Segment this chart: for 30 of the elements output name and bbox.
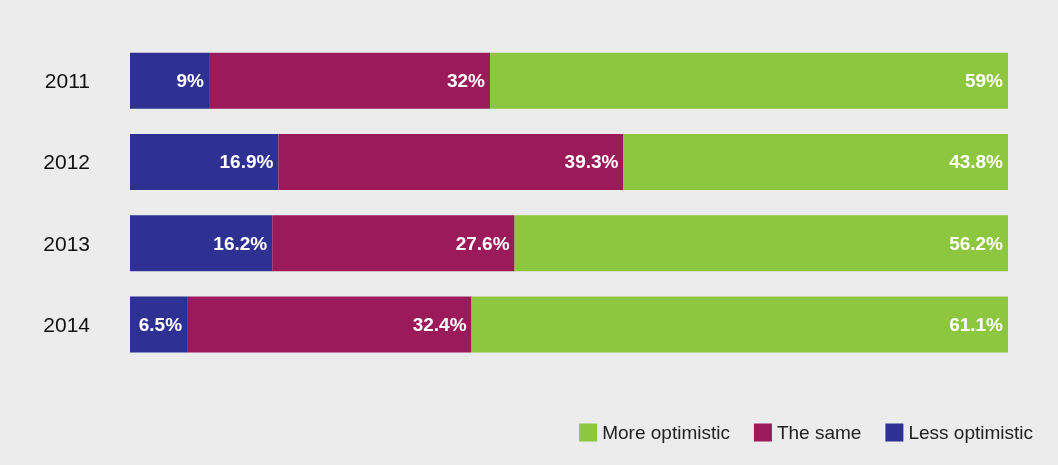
data-label: 56.2% <box>949 232 1004 254</box>
data-label: 16.2% <box>213 232 268 254</box>
bar <box>489 52 1008 109</box>
bar <box>278 133 624 190</box>
data-label: 27.6% <box>455 232 510 254</box>
y-tick-label: 2014 <box>43 312 91 336</box>
data-label: 16.9% <box>219 151 274 173</box>
data-label: 43.8% <box>949 151 1004 173</box>
bar <box>272 215 515 272</box>
bar <box>471 296 1008 353</box>
data-label: 59% <box>964 70 1004 92</box>
data-label: 32% <box>446 70 486 92</box>
data-label: 61.1% <box>949 313 1004 335</box>
legend-label: Less optimistic <box>908 422 1034 443</box>
data-label: 9% <box>176 70 205 92</box>
bar <box>187 296 472 353</box>
data-label: 6.5% <box>138 313 183 335</box>
bar <box>623 133 1008 190</box>
data-label: 32.4% <box>412 313 467 335</box>
y-tick-label: 2011 <box>44 69 90 93</box>
bar <box>130 133 279 190</box>
bar <box>514 215 1008 272</box>
bar <box>130 215 273 272</box>
data-label: 39.3% <box>564 151 619 173</box>
y-tick-label: 2012 <box>43 150 90 174</box>
bar <box>209 52 490 109</box>
y-tick-label: 2013 <box>43 231 90 255</box>
legend-label: The same <box>776 422 862 443</box>
legend-label: More optimistic <box>602 422 730 443</box>
bar <box>130 52 210 109</box>
